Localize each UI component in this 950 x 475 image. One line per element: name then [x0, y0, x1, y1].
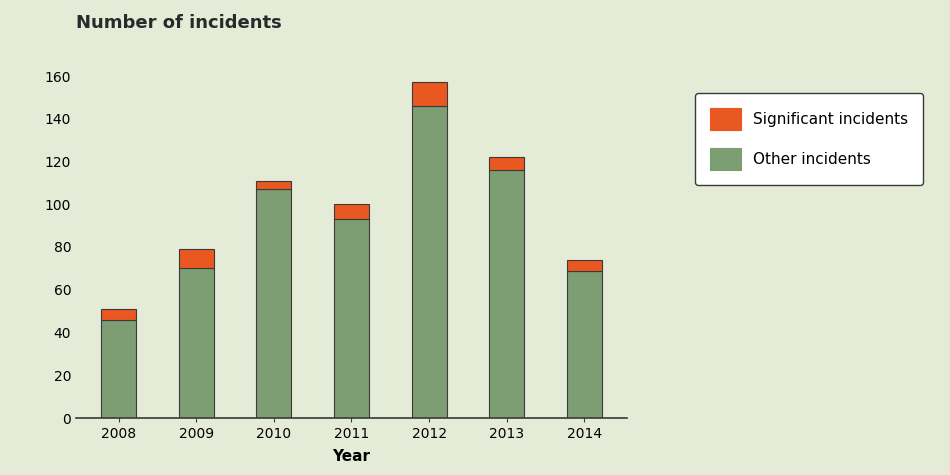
- Bar: [411, 83, 446, 106]
- Bar: [489, 170, 524, 418]
- Bar: [334, 219, 369, 418]
- Bar: [489, 157, 524, 170]
- Bar: [102, 309, 136, 320]
- Bar: [179, 268, 214, 418]
- Bar: [411, 106, 446, 418]
- Legend: Significant incidents, Other incidents: Significant incidents, Other incidents: [694, 93, 923, 185]
- Bar: [102, 320, 136, 418]
- Bar: [334, 204, 369, 219]
- Text: Number of incidents: Number of incidents: [76, 14, 282, 32]
- Bar: [256, 181, 292, 190]
- Bar: [567, 271, 601, 418]
- X-axis label: Year: Year: [332, 449, 371, 465]
- Bar: [256, 190, 292, 418]
- Bar: [179, 249, 214, 268]
- Bar: [567, 260, 601, 271]
